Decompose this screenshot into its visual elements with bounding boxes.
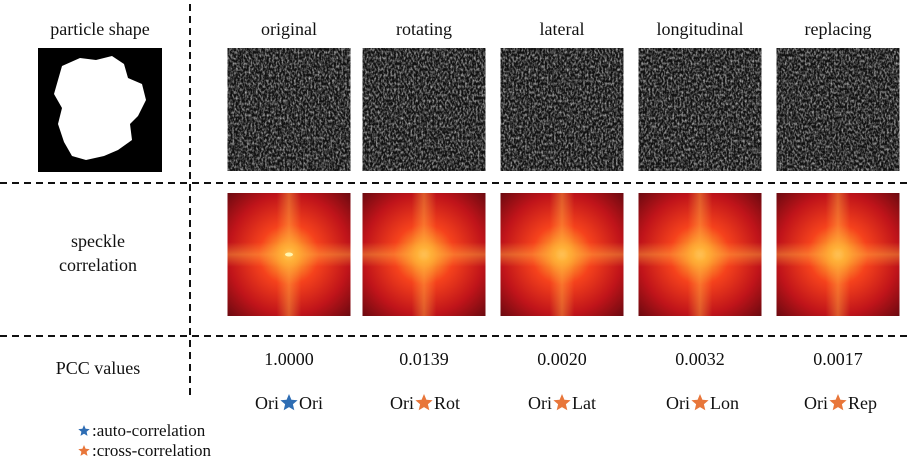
speckle-image: [363, 48, 486, 171]
row-label: PCC values: [56, 358, 141, 378]
correlation-band: [639, 193, 762, 316]
figure: particle shape speckle correlation PCC valu…: [0, 0, 911, 462]
pair-left: Ori: [390, 393, 414, 413]
legend-label: :auto-correlation: [92, 421, 206, 440]
correlation-band: [777, 193, 900, 316]
speckle-image: [228, 48, 351, 171]
speckle-image: [777, 48, 900, 171]
pair-left: Ori: [804, 393, 828, 413]
correlation-band: [363, 193, 486, 316]
legend-label: :cross-correlation: [92, 441, 211, 460]
column-header: rotating: [396, 19, 452, 39]
correlation-peak: [285, 253, 293, 257]
correlation-band: [501, 193, 624, 316]
pcc-value: 0.0139: [399, 349, 449, 369]
pair-right: Rep: [848, 393, 877, 413]
speckle-image: [501, 48, 624, 171]
pair-right: Lon: [710, 393, 739, 413]
speckle-image: [639, 48, 762, 171]
star-icon: [691, 394, 708, 410]
star-icon: [280, 394, 297, 410]
pcc-value: 0.0020: [537, 349, 587, 369]
pair-left: Ori: [255, 393, 279, 413]
star-icon: [78, 445, 89, 456]
pcc-value: 1.0000: [264, 349, 314, 369]
pair-left: Ori: [528, 393, 552, 413]
pair-right: Ori: [299, 393, 323, 413]
star-icon: [415, 394, 432, 410]
star-icon: [829, 394, 846, 410]
row-label: correlation: [59, 255, 137, 275]
pair-left: Ori: [666, 393, 690, 413]
row-label: speckle: [71, 231, 125, 251]
column-header: lateral: [540, 19, 585, 39]
pair-right: Rot: [434, 393, 460, 413]
star-icon: [78, 425, 89, 436]
row-label: particle shape: [50, 19, 149, 39]
column-header: longitudinal: [657, 19, 744, 39]
pcc-value: 0.0032: [675, 349, 725, 369]
star-icon: [553, 394, 570, 410]
column-header: original: [261, 19, 317, 39]
pcc-value: 0.0017: [813, 349, 863, 369]
column-header: replacing: [805, 19, 872, 39]
pair-right: Lat: [572, 393, 596, 413]
